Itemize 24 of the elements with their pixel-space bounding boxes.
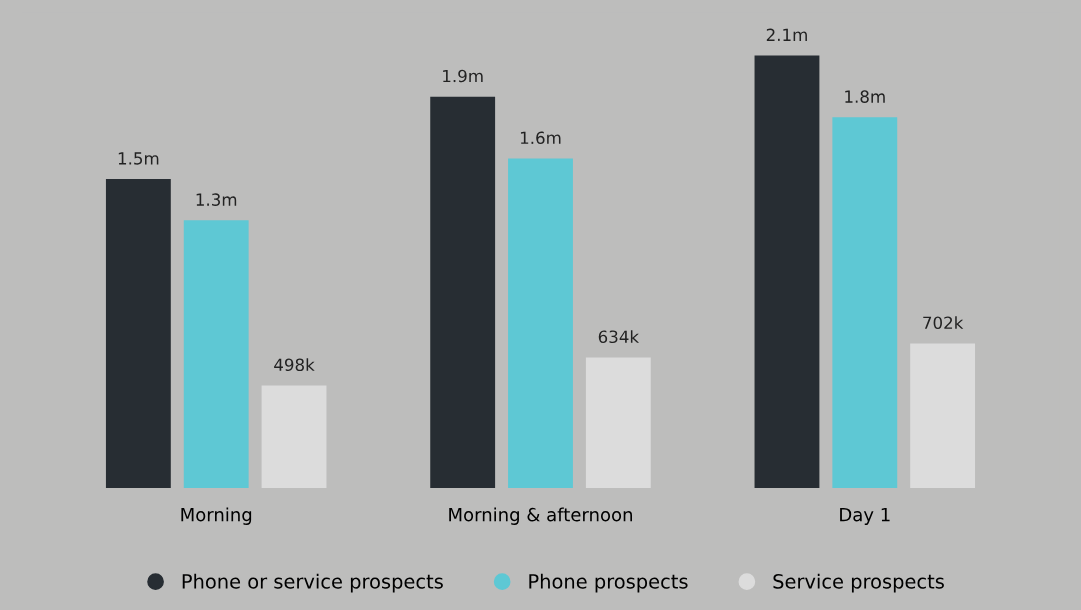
bar: [183, 220, 249, 488]
data-label: 634k: [598, 330, 640, 344]
legend-label: Service prospects: [773, 573, 944, 593]
x-tick-label: Morning & afternoon: [449, 507, 632, 525]
bar: [508, 158, 573, 488]
data-label: 1.9m: [443, 69, 483, 83]
bar: [585, 357, 651, 488]
data-label: 2.1m: [766, 28, 807, 41]
data-label: 1.5m: [118, 152, 159, 165]
data-label: 1.6m: [520, 131, 561, 145]
data-label: 498k: [274, 358, 315, 372]
x-tick-label: Morning: [181, 507, 252, 525]
bar: [261, 385, 327, 488]
bar: [754, 55, 820, 488]
data-label: 1.3m: [196, 193, 237, 206]
bar: [105, 179, 171, 488]
data-label: 702k: [923, 316, 964, 330]
bar: [430, 96, 496, 488]
bar: [832, 117, 898, 488]
data-label: 1.8m: [845, 90, 885, 103]
bar: [910, 343, 976, 488]
legend-label: Phone prospects: [529, 573, 688, 593]
x-tick-label: Day 1: [840, 508, 890, 525]
legend-label: Phone or service prospects: [182, 573, 443, 593]
